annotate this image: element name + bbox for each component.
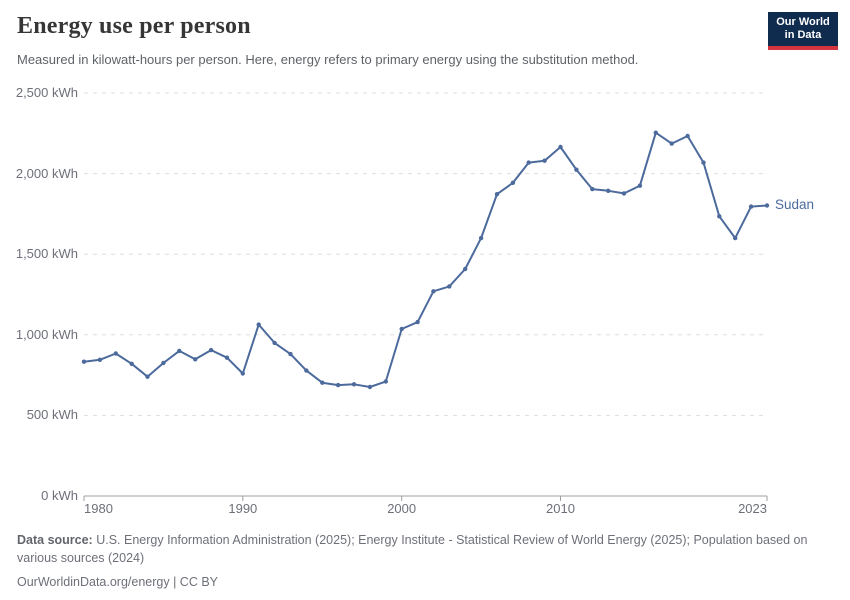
x-axis-label: 1980 <box>84 501 113 516</box>
data-point-marker <box>431 289 436 294</box>
data-point-marker <box>335 382 341 388</box>
y-axis-label: 1,500 kWh <box>15 246 78 262</box>
data-point-marker <box>161 360 166 366</box>
data-source-text: U.S. Energy Information Administration (… <box>17 533 808 565</box>
data-point-marker <box>447 284 452 289</box>
data-point-marker <box>240 371 245 376</box>
data-source-label: Data source: <box>17 533 93 547</box>
line-series-sudan <box>83 131 768 388</box>
data-point-marker <box>383 379 388 384</box>
data-point-marker <box>748 204 754 209</box>
data-point-marker <box>304 368 309 373</box>
data-point-marker <box>494 192 500 197</box>
data-point-marker <box>621 191 627 196</box>
data-point-marker <box>351 382 357 387</box>
chart-footer: Data source: U.S. Energy Information Adm… <box>17 531 812 591</box>
data-point-marker <box>606 188 611 193</box>
data-point-marker <box>256 322 261 327</box>
data-point-marker <box>288 351 293 357</box>
data-point-marker <box>129 361 134 366</box>
data-point-marker <box>463 266 468 272</box>
data-point-marker <box>272 340 277 346</box>
y-axis-label: 500 kWh <box>26 407 78 423</box>
data-point-marker <box>193 357 198 362</box>
owid-logo: Our World in Data <box>768 12 838 50</box>
data-point-marker <box>367 384 373 390</box>
data-point-marker <box>208 347 214 353</box>
page-title: Energy use per person <box>17 13 251 39</box>
data-point-marker <box>224 355 230 360</box>
data-point-marker <box>97 357 103 362</box>
x-axis-label: 2023 <box>738 501 767 516</box>
data-point-marker <box>653 130 658 135</box>
data-point-marker <box>510 180 516 185</box>
data-point-marker <box>590 186 595 192</box>
data-point-marker <box>542 158 547 163</box>
y-axis-label: 1,000 kWh <box>15 326 78 342</box>
series-label-sudan: Sudan <box>775 196 815 212</box>
x-axis-label: 2010 <box>546 501 575 516</box>
data-point-marker <box>415 319 420 325</box>
data-point-marker <box>478 235 484 241</box>
data-point-marker <box>764 203 770 208</box>
data-point-marker <box>701 160 706 165</box>
data-point-marker <box>685 133 690 139</box>
x-axis-label: 1990 <box>228 501 258 516</box>
data-point-marker <box>526 160 531 165</box>
data-point-marker <box>399 326 404 332</box>
data-point-marker <box>81 359 87 364</box>
y-axis-label: 2,000 kWh <box>15 165 78 181</box>
data-source-line: Data source: U.S. Energy Information Adm… <box>17 531 812 567</box>
data-point-marker <box>558 144 563 150</box>
data-point-marker <box>145 374 150 379</box>
chart-subtitle: Measured in kilowatt-hours per person. H… <box>17 52 639 67</box>
logo-line1: Our World <box>776 16 830 28</box>
y-axis-label: 2,500 kWh <box>15 85 78 100</box>
license-line: OurWorldinData.org/energy | CC BY <box>17 575 219 589</box>
data-point-marker <box>637 183 643 188</box>
data-point-marker <box>733 235 738 241</box>
data-point-marker <box>574 167 579 172</box>
data-point-marker <box>717 214 722 219</box>
data-point-marker <box>669 141 674 146</box>
x-axis-label: 2000 <box>387 501 417 516</box>
logo-line2: in Data <box>784 29 822 41</box>
y-axis-label: 0 kWh <box>41 488 78 503</box>
data-point-marker <box>320 380 325 385</box>
data-point-marker <box>177 348 182 354</box>
data-point-marker <box>113 351 119 356</box>
